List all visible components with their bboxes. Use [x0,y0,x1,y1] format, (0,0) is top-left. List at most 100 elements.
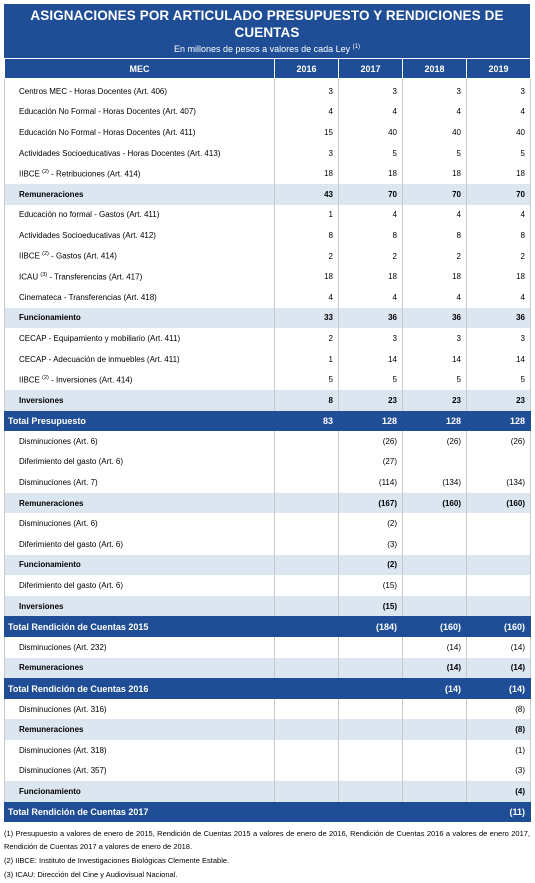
title-block: ASIGNACIONES POR ARTICULADO PRESUPUESTO … [4,4,530,58]
value-2019: (134) [466,472,531,493]
value-2017: (167) [338,492,403,514]
value-2017: 23 [338,389,403,411]
row-label: CECAP - Equipamiento y mobiliario (Art. … [4,328,275,349]
table-row: Actividades Socioeducativas (Art. 412) 8 8… [4,225,531,246]
value-2019 [466,554,531,576]
value-2016 [274,534,339,555]
value-2018: 4 [402,101,467,123]
value-2018: 4 [402,204,467,226]
table-row: CECAP - Adecuación de inmuebles (Art. 41… [4,348,531,370]
value-2019: 4 [466,101,531,123]
row-label: Remuneraciones [4,657,275,679]
row-label: Disminuciones (Art. 7) [4,472,275,493]
subtitle-text: En millones de pesos a valores de cada L… [174,44,351,54]
row-label: IIBCE (2) - Inversiones (Art. 414) [4,369,275,390]
row-label: Funcionamiento [4,781,275,802]
row-label: Educación No Formal - Horas Docentes (Ar… [4,101,275,123]
value-2018: (160) [402,492,467,514]
value-2019: (14) [466,657,531,679]
table-row: Disminuciones (Art. 357) (3) [4,760,531,782]
row-label-rest: - Retribuciones (Art. 414) [48,169,141,179]
value-2017: 70 [338,183,403,205]
value-2017: (26) [338,431,403,452]
footnote-2: (2) IIBCE: Instituto de Investigaciones … [4,855,230,865]
row-label-rest: - Gastos (Art. 414) [48,251,117,261]
value-2018: (26) [402,431,467,452]
value-2017: 4 [338,101,403,123]
value-2019: 5 [466,142,531,164]
total-row: Total Rendición de Cuentas 2017 (11) [4,801,531,823]
footnote-ref: (2) [42,374,49,381]
value-2017: (2) [338,554,403,576]
row-label-rest: - Transferencias (Art. 417) [47,272,143,282]
row-label: Educación no formal - Gastos (Art. 411) [4,204,275,226]
value-2016 [274,740,339,761]
value-2017 [338,719,403,740]
value-2016: 18 [274,163,339,184]
value-2016: 5 [274,369,339,390]
row-label: Cinemateca - Transferencias (Art. 418) [4,286,275,308]
table-body: Centros MEC - Horas Docentes (Art. 406) 3… [4,78,531,823]
value-2019: (8) [466,698,531,720]
budget-table: MEC 2016 2017 2018 2019 Centros MEC - Ho… [4,58,531,823]
total-row: Total Presupuesto 83 128 128 128 [4,410,531,432]
value-2016 [274,451,339,473]
value-2016 [274,492,339,514]
value-2018 [402,595,467,617]
column-header-2018: 2018 [402,58,467,79]
value-2019: (26) [466,431,531,452]
row-label: Diferimiento del gasto (Art. 6) [4,575,275,596]
value-2017: 3 [338,328,403,349]
value-2019: 40 [466,122,531,143]
value-2019 [466,595,531,617]
value-2019: (160) [466,616,531,638]
value-2017 [338,698,403,720]
value-2016 [274,781,339,802]
row-label: Funcionamiento [4,554,275,576]
subtitle-note: (1) [352,44,360,50]
value-2019: (8) [466,719,531,740]
row-label: Remuneraciones [4,492,275,514]
value-2017: 4 [338,204,403,226]
table-row: Diferimiento del gasto (Art. 6) (3) [4,534,531,555]
row-label: Disminuciones (Art. 6) [4,513,275,535]
value-2016: 1 [274,204,339,226]
value-2016: 83 [274,410,339,432]
row-label-abbr: IIBCE [19,251,40,261]
value-2017: (3) [338,534,403,555]
value-2018: 18 [402,266,467,287]
value-2019 [466,575,531,596]
value-2016 [274,595,339,617]
report-subtitle: En millones de pesos a valores de cada L… [4,41,530,56]
footnote-1: (1) Presupuesto a valores de enero de 20… [4,829,530,851]
value-2016 [274,657,339,679]
value-2019 [466,513,531,535]
value-2017: (2) [338,513,403,535]
value-2018 [402,575,467,596]
value-2019: 128 [466,410,531,432]
subtotal-row: Inversiones (15) [4,595,531,617]
value-2016 [274,472,339,493]
row-label: Actividades Socioeducativas (Art. 412) [4,225,275,246]
value-2019: 23 [466,389,531,411]
value-2018 [402,719,467,740]
value-2016 [274,431,339,452]
value-2019: 2 [466,245,531,267]
value-2019: (160) [466,492,531,514]
value-2019 [466,451,531,473]
row-label: Total Rendición de Cuentas 2016 [4,678,275,699]
subtotal-row: Funcionamiento 33 36 36 36 [4,307,531,329]
value-2018 [402,698,467,720]
value-2016: 4 [274,101,339,123]
row-label-rest: - Inversiones (Art. 414) [48,375,133,385]
value-2017: 18 [338,266,403,287]
table-row: IIBCE (2) - Inversiones (Art. 414) 5 5 5 5 [4,369,531,390]
column-header-mec: MEC [4,58,275,79]
value-2016: 3 [274,142,339,164]
footnote-ref: (2) [42,168,49,175]
row-label-abbr: ICAU [19,272,39,282]
table-row: Educación No Formal - Horas Docentes (Ar… [4,101,531,123]
subtotal-row: Remuneraciones (8) [4,719,531,740]
value-2017: 5 [338,369,403,390]
row-label: Inversiones [4,389,275,411]
